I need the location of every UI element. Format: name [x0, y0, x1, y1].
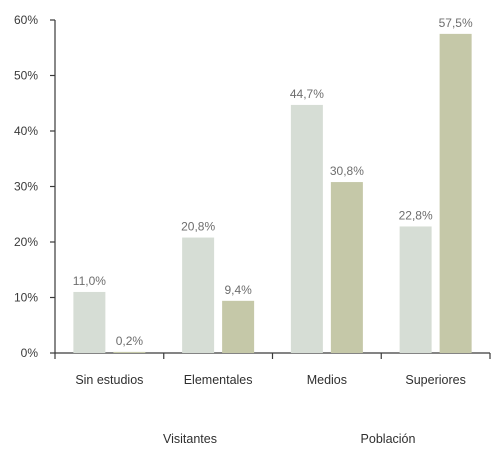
data-label-poblacion-sin-estudios: 0,2%	[116, 334, 144, 348]
data-label-visitantes-superiores: 22,8%	[399, 208, 433, 222]
bar-visitantes-sin-estudios	[73, 291, 106, 353]
data-label-visitantes-medios: 44,7%	[290, 87, 324, 101]
bar-poblacion-elementales	[222, 300, 255, 353]
bars: 11,0% 0,2% 20,8% 9,4% 44,7% 30,8% 22,8% 57,5%	[73, 16, 473, 353]
x-tick-label-elementales: Elementales	[184, 373, 253, 387]
legend-label-visitantes: Visitantes	[163, 432, 217, 446]
y-tick-label: 30%	[14, 180, 38, 194]
bar-visitantes-superiores	[399, 226, 432, 353]
y-tick-label: 60%	[14, 13, 38, 27]
x-tick-label-medios: Medios	[307, 373, 347, 387]
bar-poblacion-medios	[330, 182, 363, 353]
bar-visitantes-medios	[290, 104, 323, 353]
legend: Visitantes Población	[163, 432, 415, 446]
bar-visitantes-elementales	[182, 237, 215, 353]
y-tick-label: 40%	[14, 124, 38, 138]
bar-poblacion-sin-estudios	[113, 351, 146, 353]
data-label-visitantes-sin-estudios: 11,0%	[73, 274, 106, 288]
y-tick-label: 0%	[21, 346, 39, 360]
data-label-poblacion-elementales: 9,4%	[224, 283, 252, 297]
x-axis: Sin estudios Elementales Medios Superiores	[54, 352, 491, 387]
y-tick-label: 50%	[14, 69, 38, 83]
data-label-poblacion-medios: 30,8%	[330, 164, 364, 178]
legend-label-poblacion: Población	[361, 432, 416, 446]
y-tick-label: 10%	[14, 291, 38, 305]
data-label-poblacion-superiores: 57,5%	[439, 16, 473, 30]
bar-poblacion-superiores	[439, 33, 472, 353]
y-tick-label: 20%	[14, 235, 38, 249]
x-tick-label-superiores: Superiores	[405, 373, 465, 387]
data-label-visitantes-elementales: 20,8%	[181, 220, 215, 234]
y-axis: 0% 10% 20% 30% 40% 50% 60%	[14, 13, 56, 360]
x-tick-label-sin-estudios: Sin estudios	[75, 373, 143, 387]
